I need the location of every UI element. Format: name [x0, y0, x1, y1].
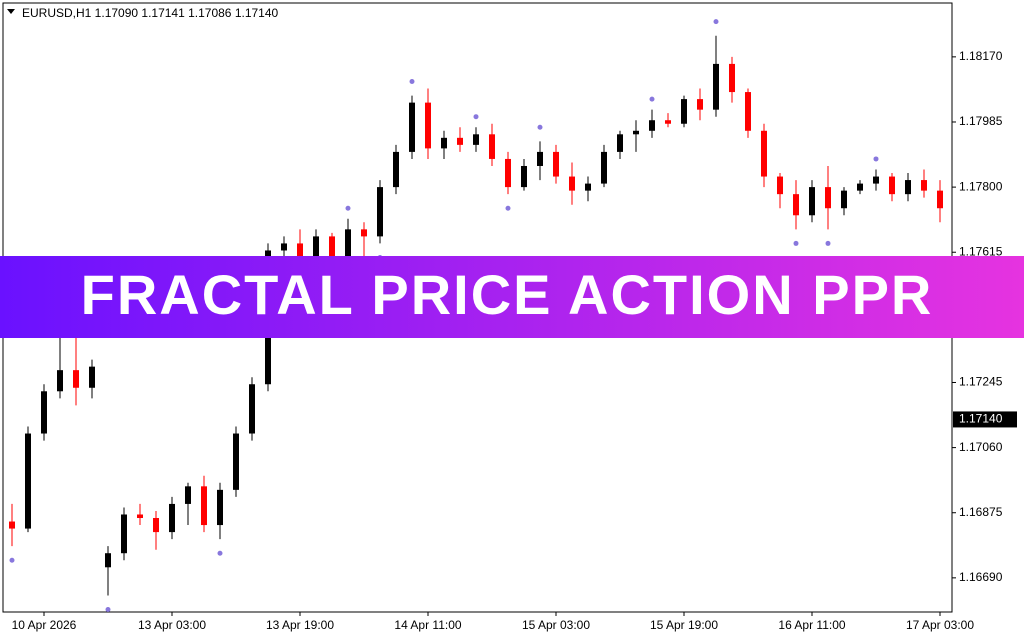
candle-body [313, 236, 319, 262]
x-tick-label: 16 Apr 11:00 [778, 618, 845, 632]
candle-body [345, 229, 351, 258]
x-tick-label: 13 Apr 03:00 [138, 618, 206, 632]
banner-bg [0, 256, 1024, 338]
candle-body [217, 489, 223, 526]
candle-body [377, 187, 383, 237]
candle-body [281, 243, 287, 251]
candle-body [889, 176, 895, 195]
candle-body [553, 151, 559, 177]
candle-body [569, 176, 575, 191]
candle-body [297, 243, 303, 262]
x-tick-label: 15 Apr 19:00 [650, 618, 718, 632]
candle-body [841, 190, 847, 209]
current-price-label: 1.17140 [959, 412, 1003, 426]
fractal-dot [537, 124, 543, 130]
candle-body [9, 521, 15, 529]
y-tick-label: 1.17245 [959, 375, 1003, 389]
candle-body [649, 120, 655, 131]
candle-body [521, 165, 527, 188]
candle-body [57, 370, 63, 392]
price-box [953, 411, 1017, 428]
candle-body [617, 134, 623, 152]
candle-body [41, 391, 47, 434]
candle-body [729, 63, 735, 93]
x-tick-label: 10 Apr 2026 [12, 618, 77, 632]
candle-body [585, 183, 591, 191]
fractal-dot [345, 205, 351, 211]
candle-body [425, 102, 431, 149]
candle-body [793, 194, 799, 216]
y-tick-label: 1.17060 [959, 440, 1003, 454]
x-tick-label: 14 Apr 11:00 [394, 618, 461, 632]
candle-body [905, 180, 911, 195]
candle-body [249, 384, 255, 434]
candle-body [25, 433, 31, 529]
y-tick-label: 1.18170 [959, 49, 1003, 63]
y-tick-label: 1.17615 [959, 244, 1003, 258]
candle-body [441, 137, 447, 149]
candle-body [777, 176, 783, 195]
candle-body [697, 99, 703, 110]
candle-body [633, 130, 639, 135]
fractal-dot [505, 205, 511, 211]
candle-body [505, 158, 511, 188]
candle-body [761, 130, 767, 177]
candle-body [825, 187, 831, 209]
y-tick-label: 1.16875 [959, 505, 1003, 519]
fractal-dot [825, 240, 831, 246]
banner-title: FRACTAL PRICE ACTION PPR [81, 263, 934, 326]
candle-body [473, 134, 479, 145]
candle-body [601, 151, 607, 184]
candle-body [409, 102, 415, 152]
fractal-dot [9, 557, 15, 563]
candle-body [809, 187, 815, 216]
x-tick-label: 13 Apr 19:00 [266, 618, 334, 632]
candle-body [393, 151, 399, 188]
menu-arrow [7, 9, 15, 14]
candle-body [857, 183, 863, 191]
fractal-dot [409, 79, 415, 85]
candle-body [681, 99, 687, 124]
candle-body [137, 514, 143, 519]
x-tick-label: 17 Apr 03:00 [906, 618, 974, 632]
candle-body [489, 134, 495, 159]
fractal-dot [873, 156, 879, 162]
x-tick-label: 15 Apr 03:00 [522, 618, 590, 632]
candle-body [665, 120, 671, 124]
fractal-dot [713, 19, 719, 25]
y-tick-label: 1.17985 [959, 114, 1003, 128]
y-tick-label: 1.17800 [959, 179, 1003, 193]
candle-body [873, 176, 879, 184]
fractal-dot [649, 96, 655, 102]
candle-body [153, 518, 159, 533]
candle-body [361, 229, 367, 237]
candle-body [921, 180, 927, 191]
candle-body [233, 433, 239, 490]
candle-body [201, 486, 207, 526]
candle-body [185, 486, 191, 504]
fractal-dot [793, 240, 799, 246]
y-tick-label: 1.16690 [959, 570, 1003, 584]
candle-body [329, 236, 335, 258]
candle-body [457, 137, 463, 145]
candle-body [169, 503, 175, 533]
candle-body [121, 514, 127, 554]
candle-body [745, 92, 751, 131]
candle-body [713, 63, 719, 110]
fractal-dot [105, 607, 111, 613]
fractal-dot [217, 550, 223, 556]
candle-body [89, 366, 95, 388]
fractal-dot [473, 114, 479, 120]
candle-body [937, 190, 943, 209]
candle-body [537, 151, 543, 166]
chart-header: EURUSD,H1 1.17090 1.17141 1.17086 1.1714… [22, 6, 279, 20]
candle-body [73, 370, 79, 388]
candle-body [105, 553, 111, 568]
